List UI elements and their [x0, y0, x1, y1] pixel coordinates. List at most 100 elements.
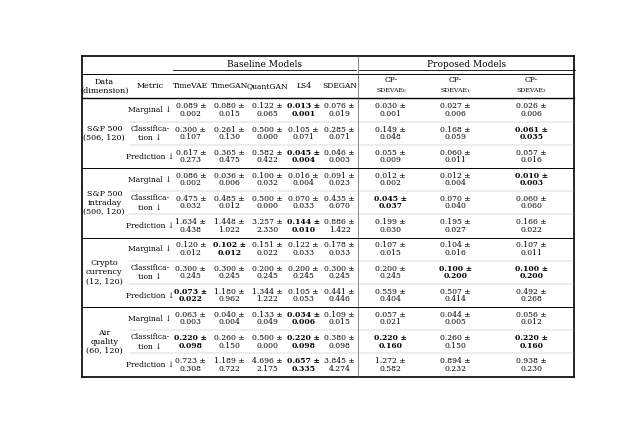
- Text: 0.195 ±: 0.195 ±: [440, 218, 470, 226]
- Text: 0.010: 0.010: [292, 226, 316, 234]
- Text: 0.004: 0.004: [444, 179, 466, 187]
- Text: 1.344 ±: 1.344 ±: [252, 288, 283, 296]
- Text: 4.696 ±: 4.696 ±: [252, 357, 282, 366]
- Text: 0.260 ±: 0.260 ±: [214, 334, 244, 342]
- Text: 0.012: 0.012: [180, 249, 202, 257]
- Text: 0.098: 0.098: [179, 342, 203, 349]
- Text: 0.035: 0.035: [519, 133, 543, 141]
- Text: 0.006: 0.006: [444, 110, 466, 118]
- Text: 1.422: 1.422: [329, 226, 351, 234]
- Text: 0.245: 0.245: [329, 272, 351, 280]
- Text: 0.006: 0.006: [218, 179, 240, 187]
- Text: 0.230: 0.230: [520, 365, 542, 373]
- Text: S&P 500
(506, 120): S&P 500 (506, 120): [83, 125, 125, 142]
- Text: 0.245: 0.245: [218, 272, 240, 280]
- Text: 0.048: 0.048: [380, 133, 402, 141]
- Text: 0.027 ±: 0.027 ±: [440, 102, 470, 110]
- Text: 0.559 ±: 0.559 ±: [376, 288, 406, 296]
- Text: Baseline Models: Baseline Models: [227, 60, 302, 69]
- Text: TimeGAN: TimeGAN: [211, 82, 248, 90]
- Text: 0.492 ±: 0.492 ±: [516, 288, 547, 296]
- Text: 0.023: 0.023: [329, 179, 351, 187]
- Text: 0.016: 0.016: [520, 156, 542, 164]
- Text: 0.151 ±: 0.151 ±: [252, 241, 282, 249]
- Text: 0.003: 0.003: [180, 318, 202, 326]
- Text: 0.446: 0.446: [329, 295, 351, 303]
- Text: 3.845 ±: 3.845 ±: [324, 357, 355, 366]
- Text: 0.040 ±: 0.040 ±: [214, 311, 244, 319]
- Text: 0.091 ±: 0.091 ±: [324, 172, 355, 180]
- Text: 0.938 ±: 0.938 ±: [516, 357, 547, 366]
- Text: 0.001: 0.001: [292, 110, 316, 118]
- Text: 0.245: 0.245: [380, 272, 402, 280]
- Text: 0.005: 0.005: [444, 318, 466, 326]
- Text: 0.000: 0.000: [256, 202, 278, 210]
- Text: 0.060: 0.060: [520, 202, 542, 210]
- Text: 0.100 ±: 0.100 ±: [515, 265, 548, 272]
- Text: 0.037: 0.037: [379, 202, 403, 210]
- Text: 0.000: 0.000: [256, 342, 278, 349]
- Text: 0.122 ±: 0.122 ±: [289, 241, 319, 249]
- Text: 0.168 ±: 0.168 ±: [440, 125, 470, 133]
- Text: 0.300 ±: 0.300 ±: [214, 265, 244, 272]
- Text: 0.485 ±: 0.485 ±: [214, 195, 244, 203]
- Text: TimeVAE: TimeVAE: [173, 82, 209, 90]
- Text: 0.001: 0.001: [380, 110, 402, 118]
- Text: 0.046 ±: 0.046 ±: [324, 149, 355, 157]
- Text: 0.300 ±: 0.300 ±: [324, 265, 355, 272]
- Text: 0.002: 0.002: [180, 110, 202, 118]
- Text: 0.033: 0.033: [328, 249, 351, 257]
- Text: 0.021: 0.021: [380, 318, 402, 326]
- Text: 0.036 ±: 0.036 ±: [214, 172, 244, 180]
- Text: 0.120 ±: 0.120 ±: [175, 241, 206, 249]
- Text: 0.245: 0.245: [180, 272, 202, 280]
- Text: 0.071: 0.071: [292, 133, 315, 141]
- Text: 0.033: 0.033: [292, 202, 315, 210]
- Text: 0.150: 0.150: [444, 342, 466, 349]
- Text: 0.144 ±: 0.144 ±: [287, 218, 320, 226]
- Text: 0.026 ±: 0.026 ±: [516, 102, 547, 110]
- Text: 0.076 ±: 0.076 ±: [324, 102, 355, 110]
- Text: 0.130: 0.130: [218, 133, 240, 141]
- Text: 0.080 ±: 0.080 ±: [214, 102, 244, 110]
- Text: 1.189 ±: 1.189 ±: [214, 357, 244, 366]
- Text: CP-: CP-: [449, 76, 462, 84]
- Text: Classifica-
tion ↓: Classifica- tion ↓: [131, 264, 170, 281]
- Text: 0.012 ±: 0.012 ±: [440, 172, 470, 180]
- Text: 0.500 ±: 0.500 ±: [252, 125, 282, 133]
- Text: Data
(dimension): Data (dimension): [80, 78, 129, 95]
- Text: 0.019: 0.019: [329, 110, 351, 118]
- Text: 0.010 ±: 0.010 ±: [515, 172, 548, 180]
- Text: 0.220 ±: 0.220 ±: [515, 334, 548, 342]
- Text: 0.260 ±: 0.260 ±: [440, 334, 470, 342]
- Text: 0.273: 0.273: [180, 156, 202, 164]
- Text: Classifica-
tion ↓: Classifica- tion ↓: [131, 125, 170, 142]
- Text: 0.033: 0.033: [292, 249, 315, 257]
- Text: 0.166 ±: 0.166 ±: [516, 218, 547, 226]
- Text: 0.335: 0.335: [292, 365, 316, 373]
- Text: 0.200 ±: 0.200 ±: [252, 265, 282, 272]
- Text: SDEVAE₂: SDEVAE₂: [516, 88, 546, 93]
- Text: 0.004: 0.004: [292, 156, 316, 164]
- Text: 0.012: 0.012: [218, 202, 240, 210]
- Text: 1.272 ±: 1.272 ±: [376, 357, 406, 366]
- Text: 0.056 ±: 0.056 ±: [516, 311, 547, 319]
- Text: 0.016: 0.016: [444, 249, 466, 257]
- Text: 0.105 ±: 0.105 ±: [289, 125, 319, 133]
- Text: 0.200 ±: 0.200 ±: [289, 265, 319, 272]
- Text: 0.200: 0.200: [519, 272, 543, 280]
- Text: 0.100 ±: 0.100 ±: [252, 172, 282, 180]
- Text: 0.722: 0.722: [218, 365, 240, 373]
- Text: 0.009: 0.009: [380, 156, 402, 164]
- Text: 0.122 ±: 0.122 ±: [252, 102, 282, 110]
- Text: 0.002: 0.002: [180, 179, 202, 187]
- Text: 0.098: 0.098: [292, 342, 316, 349]
- Text: 0.022: 0.022: [256, 249, 278, 257]
- Text: 0.404: 0.404: [380, 295, 402, 303]
- Text: 0.107 ±: 0.107 ±: [516, 241, 547, 249]
- Text: 0.245: 0.245: [256, 272, 278, 280]
- Text: Marginal ↓: Marginal ↓: [129, 245, 172, 253]
- Text: 0.011: 0.011: [520, 249, 542, 257]
- Text: 0.200 ±: 0.200 ±: [376, 265, 406, 272]
- Text: Marginal ↓: Marginal ↓: [129, 314, 172, 323]
